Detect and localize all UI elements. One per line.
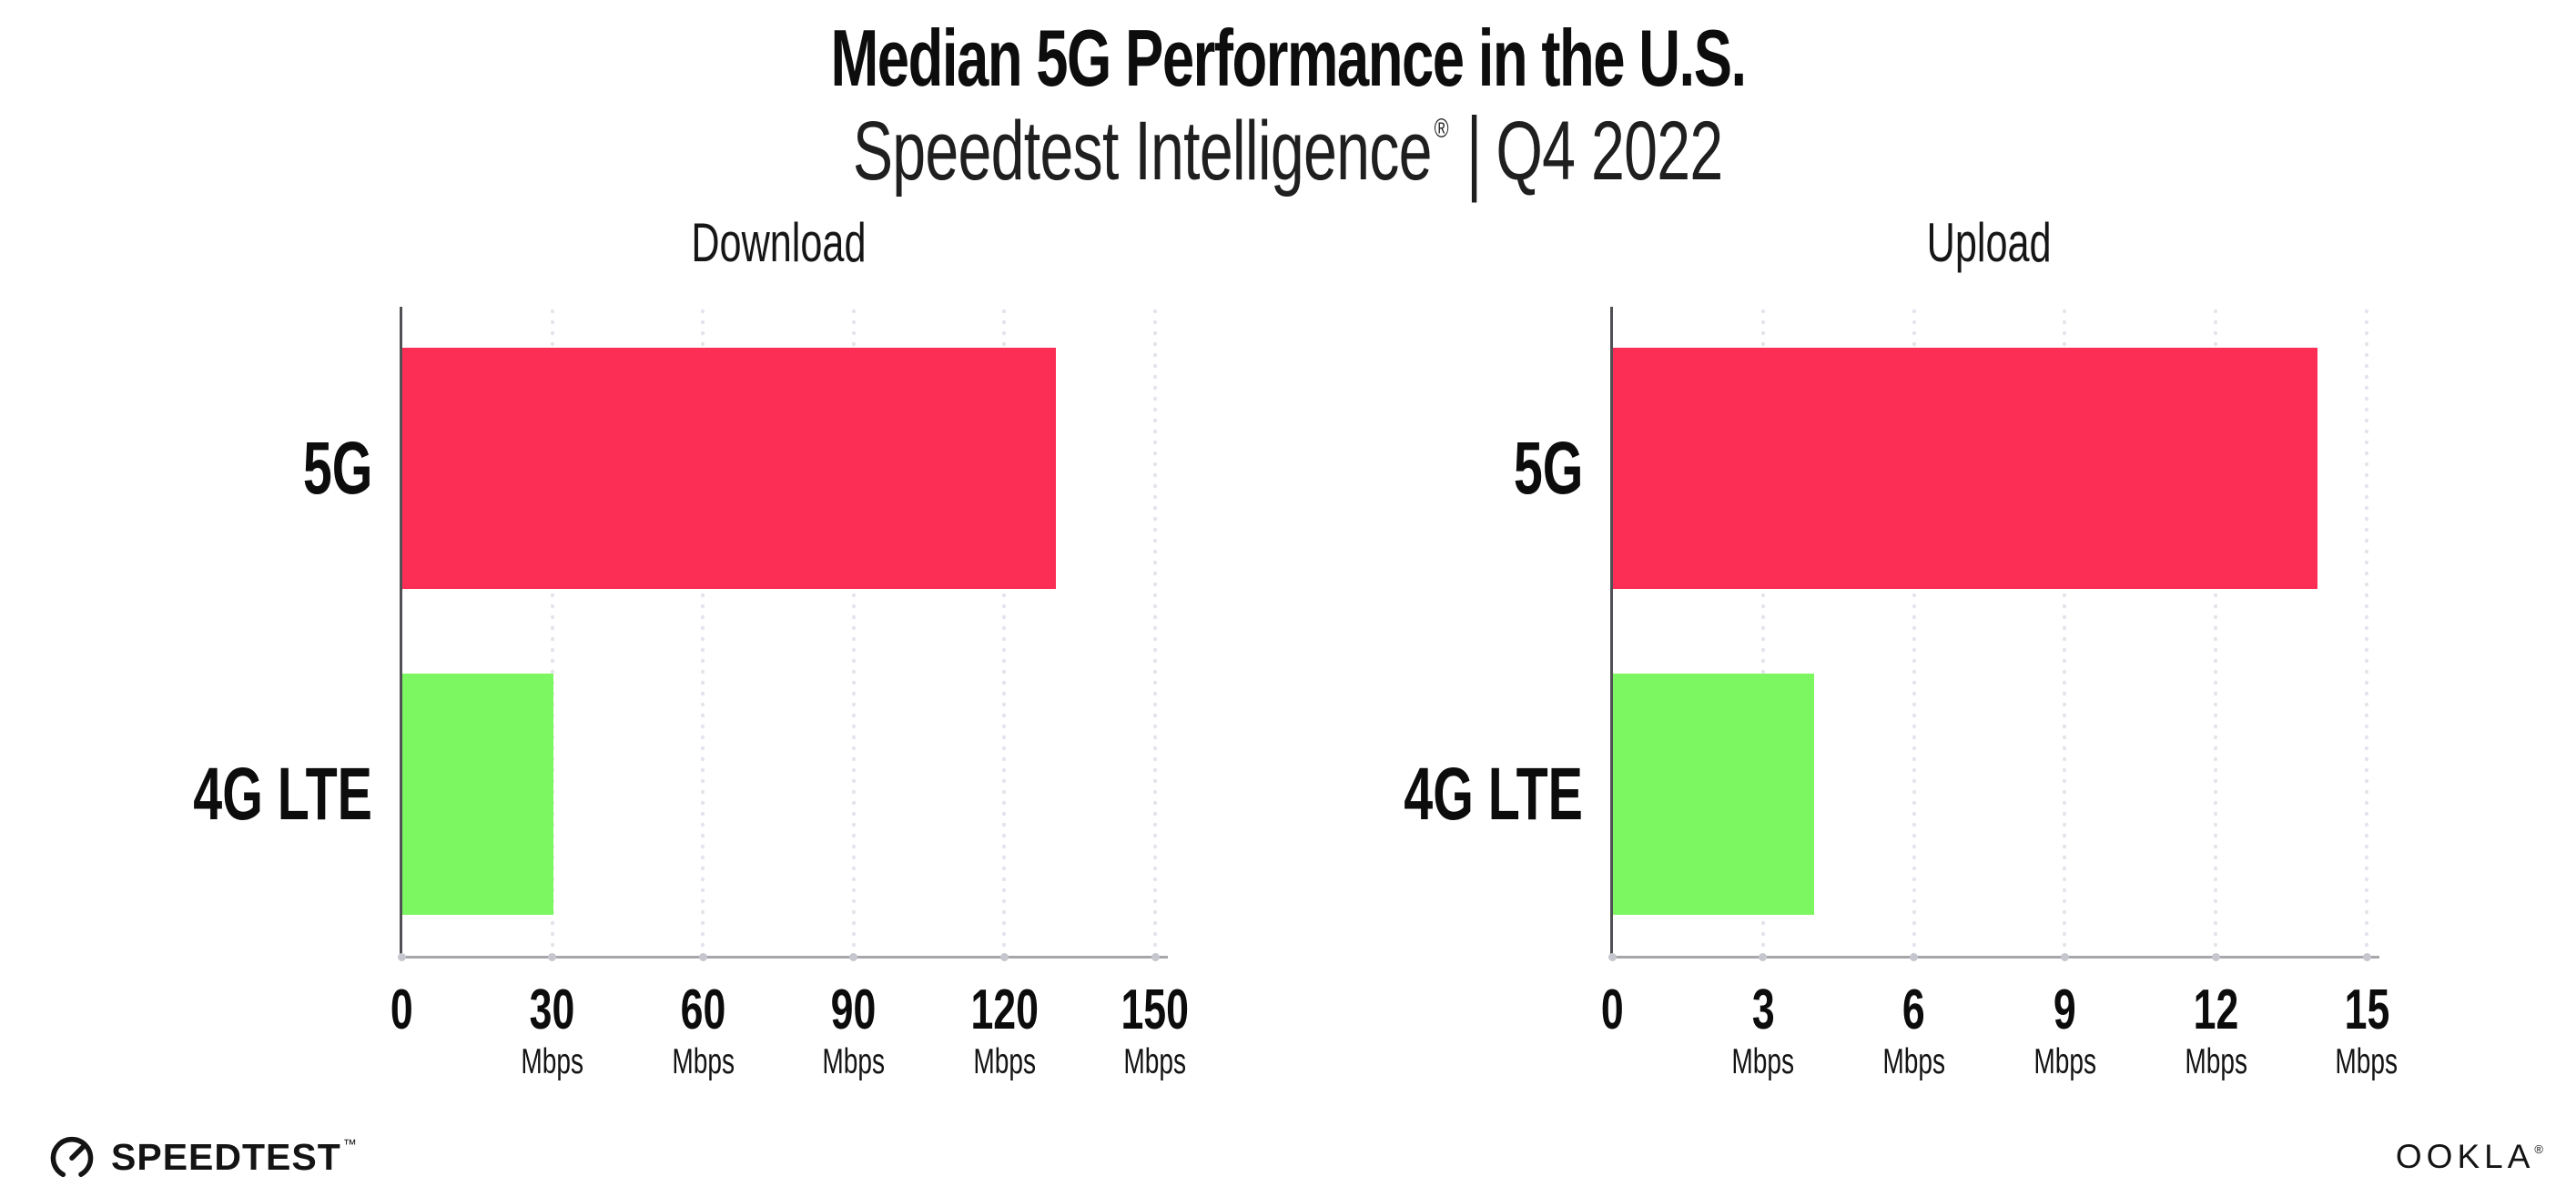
tick-dot-download-90 (849, 953, 858, 961)
tick-label-download-30: 30 Mbps (452, 981, 653, 1085)
tick-value: 9 (2053, 979, 2076, 1041)
tick-unit: Mbps (2184, 1042, 2247, 1081)
tick-value: 60 (680, 979, 726, 1041)
y-axis-line-download (400, 307, 402, 958)
tick-dot-upload-3 (1759, 953, 1768, 961)
tick-value: 3 (1751, 979, 1775, 1041)
tick-value: 15 (2344, 979, 2389, 1041)
category-label-text: 5G (1513, 426, 1583, 510)
tick-dot-download-120 (999, 953, 1009, 961)
tick-label-download-90: 90 Mbps (754, 981, 954, 1085)
tick-label-upload-6: 6 Mbps (1814, 981, 2014, 1085)
category-label-text: 4G LTE (1404, 752, 1583, 836)
page-title-text: Median 5G Performance in the U.S. (830, 13, 1747, 103)
tick-value: 150 (1121, 979, 1190, 1041)
tick-value: 30 (529, 979, 575, 1041)
category-label-4g-lte: 4G LTE (1230, 753, 1583, 837)
tick-label-download-0: 0 (301, 981, 502, 1040)
tick-dot-download-0 (397, 953, 406, 961)
registered-symbol: ® (1435, 114, 1449, 144)
chart-title-upload: Upload (1612, 211, 2367, 275)
gridline-download-120 (1002, 307, 1007, 956)
tick-unit: Mbps (2335, 1042, 2399, 1081)
gridline-upload-3 (1760, 307, 1765, 956)
gridline-upload-6 (1912, 307, 1916, 956)
category-label-text: 4G LTE (193, 752, 372, 836)
subtitle-brand: Speedtest Intelligence (853, 105, 1433, 198)
gridline-download-150 (1153, 307, 1157, 956)
tick-unit: Mbps (1882, 1042, 1945, 1081)
gridline-download-30 (550, 307, 554, 956)
speedtest-logo: SPEEDTEST ™ (46, 1129, 357, 1185)
chart-title-text: Upload (1927, 212, 2052, 273)
tick-unit: Mbps (671, 1042, 735, 1081)
gridline-upload-9 (2063, 307, 2067, 956)
tick-unit: Mbps (2033, 1042, 2096, 1081)
tick-value: 0 (1600, 979, 1624, 1041)
tick-label-download-120: 120 Mbps (904, 981, 1104, 1085)
gridline-download-60 (701, 307, 705, 956)
tick-label-download-150: 150 Mbps (1055, 981, 1255, 1085)
page-title: Median 5G Performance in the U.S. (0, 15, 2576, 102)
tick-dot-upload-15 (2362, 953, 2371, 961)
trademark-symbol: ™ (342, 1136, 357, 1152)
page-subtitle: Speedtest Intelligence® | Q4 2022 (0, 99, 2576, 220)
gridline-upload-12 (2214, 307, 2218, 956)
bar-upload-5g (1613, 348, 2317, 589)
tick-value: 0 (390, 979, 413, 1041)
bar-download-5g (402, 348, 1056, 589)
subtitle-separator: | (1466, 98, 1482, 204)
tick-value: 6 (1902, 979, 1926, 1041)
ookla-logo: OOKLA® (2396, 1138, 2543, 1176)
tick-dot-download-60 (698, 953, 707, 961)
tick-value: 90 (830, 979, 877, 1041)
tick-unit: Mbps (973, 1042, 1036, 1081)
chart-title-download: Download (401, 211, 1155, 275)
x-axis-line-download (400, 956, 1168, 959)
speedtest-wordmark: SPEEDTEST (111, 1135, 341, 1178)
tick-value: 12 (2193, 979, 2239, 1041)
tick-dot-upload-9 (2060, 953, 2069, 961)
tick-label-upload-3: 3 Mbps (1663, 981, 1863, 1085)
bar-upload-4g-lte (1613, 674, 1815, 915)
category-label-4g-lte: 4G LTE (19, 753, 372, 837)
tick-value: 120 (970, 979, 1039, 1041)
tick-unit: Mbps (1123, 1042, 1187, 1081)
tick-unit: Mbps (1731, 1042, 1795, 1081)
tick-unit: Mbps (822, 1042, 886, 1081)
tick-dot-upload-12 (2211, 953, 2220, 961)
chart-title-text: Download (690, 212, 867, 273)
x-axis-line-upload (1610, 956, 2379, 959)
tick-unit: Mbps (521, 1042, 583, 1081)
tick-label-upload-15: 15 Mbps (2267, 981, 2467, 1085)
bar-download-4g-lte (402, 674, 553, 915)
tick-dot-upload-0 (1607, 953, 1617, 961)
tick-dot-download-150 (1151, 953, 1160, 961)
tick-label-upload-0: 0 (1512, 981, 1712, 1040)
category-label-text: 5G (302, 426, 372, 510)
tick-label-upload-9: 9 Mbps (1964, 981, 2165, 1085)
gridline-download-90 (851, 307, 856, 956)
gridline-upload-15 (2365, 307, 2368, 956)
y-axis-line-upload (1610, 307, 1613, 958)
ookla-wordmark: OOKLA (2395, 1138, 2535, 1175)
gauge-icon (46, 1131, 98, 1183)
subtitle-period: Q4 2022 (1496, 105, 1724, 198)
ookla-registered-symbol: ® (2534, 1142, 2543, 1156)
tick-dot-upload-6 (1910, 953, 1919, 961)
category-label-5g: 5G (1230, 427, 1583, 511)
tick-dot-download-30 (548, 953, 557, 961)
category-label-5g: 5G (19, 427, 372, 511)
tick-label-upload-12: 12 Mbps (2115, 981, 2316, 1085)
tick-label-download-60: 60 Mbps (603, 981, 803, 1085)
